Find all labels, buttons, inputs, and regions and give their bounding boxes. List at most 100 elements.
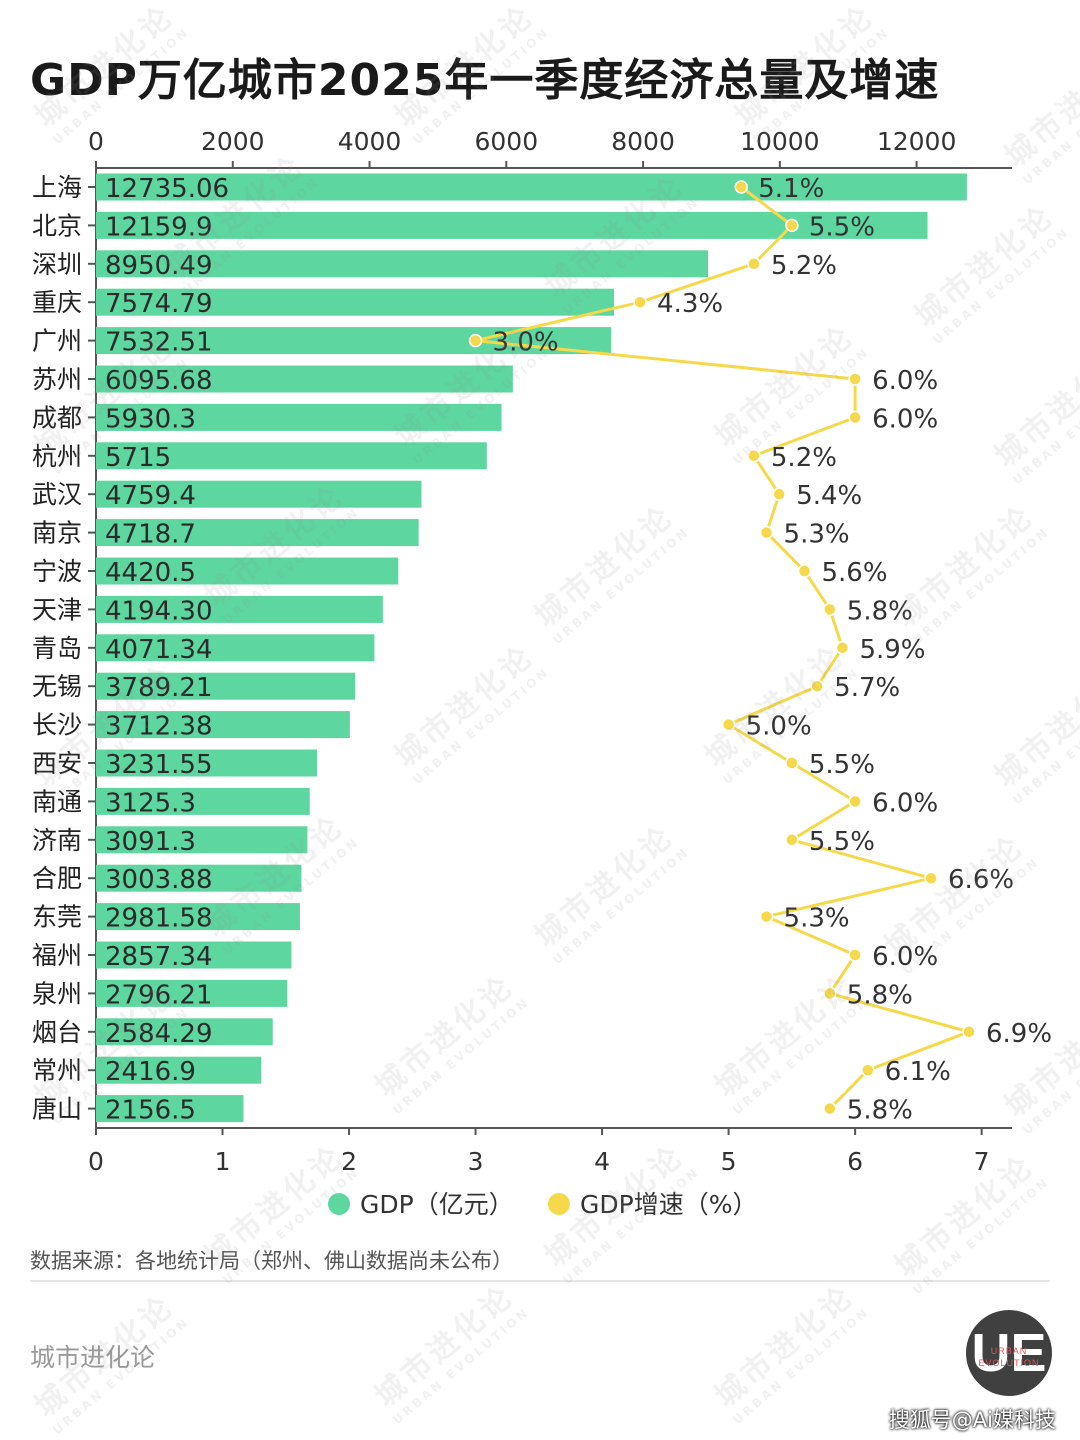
- growth-point-label: 5.8%: [847, 596, 913, 626]
- growth-line-group: 5.1% 5.5% 5.2% 4.3% 3.0% 6.0% 6.0% 5.2% 5.4% 5.3%…: [468, 174, 1052, 1126]
- gdp-bar: [96, 557, 399, 585]
- growth-point: [848, 948, 862, 962]
- growth-point-label: 6.6%: [948, 865, 1014, 895]
- gdp-bar: [96, 711, 350, 739]
- top-tick-label: 8000: [611, 127, 675, 156]
- category-label: 南京: [32, 519, 82, 548]
- logo-letters: UE: [971, 1323, 1047, 1383]
- growth-point: [962, 1025, 976, 1039]
- gdp-bar-label: 7574.79: [105, 289, 213, 319]
- gdp-bar: [96, 672, 356, 700]
- growth-point-label: 5.1%: [758, 174, 824, 204]
- growth-point-label: 5.8%: [847, 1096, 913, 1126]
- growth-point: [785, 756, 799, 770]
- category-label: 合肥: [32, 864, 82, 893]
- gdp-bar-label: 7532.51: [105, 328, 213, 358]
- chart-title: GDP万亿城市2025年一季度经济总量及增速: [30, 55, 940, 106]
- growth-point: [633, 295, 647, 309]
- bottom-tick-label: 5: [721, 1147, 737, 1176]
- category-label: 唐山: [32, 1095, 82, 1124]
- growth-point-label: 6.0%: [872, 942, 938, 972]
- gdp-bar-label: 3091.3: [105, 827, 196, 857]
- growth-point: [785, 218, 799, 233]
- top-tick-label: 12000: [877, 127, 957, 156]
- gdp-bar: [96, 403, 502, 431]
- category-label: 济南: [32, 826, 82, 855]
- gdp-bar: [96, 903, 300, 931]
- gdp-bar-label: 3003.88: [105, 865, 213, 895]
- top-tick-label: 10000: [740, 127, 820, 156]
- growth-point: [759, 525, 774, 540]
- growth-point: [835, 641, 850, 655]
- growth-point: [861, 1063, 875, 1077]
- growth-point-label: 5.5%: [809, 827, 875, 857]
- growth-point-label: 5.4%: [796, 481, 862, 511]
- growth-point: [747, 449, 761, 463]
- watermark-subtext: URBAN EVOLUTION: [389, 1304, 533, 1428]
- gdp-bar-label: 6095.68: [105, 366, 213, 396]
- watermark-subtext: URBAN EVOLUTION: [49, 1314, 193, 1438]
- gdp-bar: [96, 941, 292, 969]
- brand-name: 城市进化论: [30, 1343, 156, 1372]
- gdp-bar-label: 12159.9: [105, 212, 213, 242]
- gdp-bar-label: 3789.21: [105, 673, 213, 703]
- growth-point: [747, 257, 761, 271]
- category-label: 重庆: [32, 288, 82, 317]
- gdp-bar: [96, 826, 308, 854]
- category-label: 无锡: [32, 672, 82, 701]
- category-label: 苏州: [32, 365, 82, 394]
- category-label: 长沙: [32, 711, 82, 740]
- growth-point: [823, 986, 837, 1001]
- category-label: 烟台: [32, 1018, 82, 1047]
- gdp-bar-label: 12735.06: [105, 174, 229, 204]
- category-label: 西安: [32, 749, 82, 778]
- bottom-tick-label: 6: [847, 1147, 863, 1176]
- bottom-tick-label: 4: [594, 1147, 610, 1176]
- category-label: 常州: [32, 1056, 82, 1085]
- chart: 0 2000 4000 6000 8000 10000 12000 0 1 2 3 4 5 6 7 上海北京深…: [32, 127, 1052, 1219]
- gdp-bar-label: 4194.30: [105, 596, 213, 626]
- growth-point-label: 5.0%: [746, 712, 812, 742]
- legend-gdp-swatch: [328, 1193, 350, 1215]
- growth-point-label: 6.1%: [885, 1057, 951, 1087]
- category-label: 深圳: [32, 250, 82, 279]
- bottom-tick-label: 1: [215, 1147, 231, 1176]
- gdp-bar: [96, 442, 487, 470]
- gdp-bar: [96, 327, 612, 355]
- brand-logo: UE URBAN EVOLUTION: [966, 1310, 1052, 1396]
- growth-point-label: 5.5%: [809, 750, 875, 780]
- top-tick-label: 0: [88, 127, 104, 156]
- gdp-bar-label: 3125.3: [105, 788, 196, 818]
- growth-point: [468, 333, 483, 348]
- growth-point-label: 5.2%: [771, 443, 837, 473]
- category-label: 武汉: [32, 480, 82, 509]
- category-label: 杭州: [32, 442, 82, 471]
- growth-point: [823, 1101, 837, 1116]
- watermark-text: 城市进化论: [708, 1278, 862, 1415]
- gdp-bar: [96, 749, 317, 777]
- growth-point-label: 6.0%: [872, 404, 938, 434]
- bottom-tick-label: 2: [341, 1147, 357, 1176]
- gdp-bar-label: 2857.34: [105, 942, 213, 972]
- growth-point-label: 6.0%: [872, 788, 938, 818]
- platform-credit: 搜狐号@Ai媒科技: [888, 1408, 1056, 1432]
- top-tick-label: 2000: [201, 127, 265, 156]
- category-label: 福州: [32, 941, 82, 970]
- gdp-bar-label: 8950.49: [105, 251, 213, 281]
- growth-point-label: 5.6%: [822, 558, 888, 588]
- top-tick-label: 6000: [474, 127, 538, 156]
- growth-point: [848, 410, 862, 425]
- legend-growth-label: GDP增速（%）: [580, 1190, 757, 1219]
- bottom-tick-label: 0: [88, 1147, 104, 1176]
- gdp-bar-label: 2584.29: [105, 1019, 213, 1049]
- gdp-bar: [96, 211, 928, 239]
- growth-point-label: 5.3%: [784, 520, 850, 550]
- logo-line1: URBAN: [990, 1346, 1028, 1356]
- bottom-tick-label: 7: [974, 1147, 990, 1176]
- gdp-bar: [96, 787, 310, 815]
- category-label: 成都: [32, 403, 82, 432]
- logo-line2: EVOLUTION: [978, 1358, 1040, 1368]
- legend: GDP（亿元） GDP增速（%）: [328, 1190, 757, 1219]
